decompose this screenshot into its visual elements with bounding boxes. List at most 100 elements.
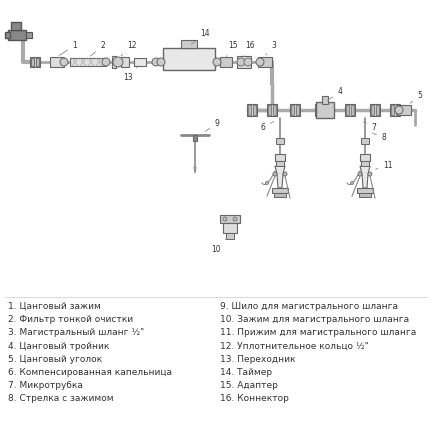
Circle shape <box>273 172 277 176</box>
Bar <box>30 57 40 67</box>
Bar <box>36 58 39 66</box>
Bar <box>258 57 272 67</box>
Bar <box>237 56 251 68</box>
Text: 16: 16 <box>244 41 255 56</box>
Bar <box>163 48 215 70</box>
Circle shape <box>157 58 165 66</box>
Text: 14: 14 <box>191 29 210 44</box>
Bar <box>276 138 284 144</box>
Text: 15: 15 <box>226 41 238 57</box>
Bar <box>357 188 373 193</box>
Text: 3. Магистральный шланг ½": 3. Магистральный шланг ½" <box>8 328 144 337</box>
Text: 12: 12 <box>121 41 137 56</box>
Circle shape <box>395 106 403 114</box>
Bar <box>5 32 10 38</box>
Text: 4: 4 <box>327 88 343 101</box>
Bar <box>391 105 394 115</box>
Bar <box>11 22 21 30</box>
Bar <box>291 105 294 115</box>
Bar <box>275 154 285 161</box>
Text: 10. Зажим для магистрального шланга: 10. Зажим для магистрального шланга <box>220 315 409 324</box>
Text: 15. Адаптер: 15. Адаптер <box>220 381 278 390</box>
Bar <box>296 105 299 115</box>
Text: 3: 3 <box>266 41 276 55</box>
Bar <box>316 105 319 115</box>
Bar <box>322 96 328 104</box>
Circle shape <box>266 181 269 184</box>
Bar <box>390 104 400 116</box>
Bar <box>268 105 271 115</box>
Bar <box>272 188 288 193</box>
Circle shape <box>60 58 68 66</box>
Bar <box>8 30 26 40</box>
Circle shape <box>368 172 372 176</box>
Text: 9. Шило для магистрального шланга: 9. Шило для магистрального шланга <box>220 302 398 311</box>
Bar <box>345 104 355 116</box>
Circle shape <box>102 58 110 66</box>
Circle shape <box>237 58 245 66</box>
Bar <box>371 105 374 115</box>
Text: 7. Микротрубка: 7. Микротрубка <box>8 381 83 390</box>
Text: 2: 2 <box>90 41 105 56</box>
Text: 9: 9 <box>205 118 219 131</box>
Bar <box>315 104 325 116</box>
Bar <box>351 105 354 115</box>
Circle shape <box>152 58 160 66</box>
Bar <box>276 161 284 166</box>
Bar <box>248 105 251 115</box>
Text: 13. Переходник: 13. Переходник <box>220 355 295 364</box>
Text: 8: 8 <box>372 133 386 143</box>
Text: 1: 1 <box>59 41 77 55</box>
Bar <box>290 104 300 116</box>
Circle shape <box>350 181 353 184</box>
Bar <box>223 223 237 233</box>
Text: 13: 13 <box>123 66 138 82</box>
Bar <box>26 32 32 38</box>
Text: 4. Цанговый тройник: 4. Цанговый тройник <box>8 342 109 351</box>
Bar <box>220 215 240 223</box>
Circle shape <box>256 58 264 66</box>
Bar <box>359 193 371 197</box>
Bar <box>121 57 129 67</box>
Text: 7: 7 <box>363 121 376 133</box>
Circle shape <box>233 217 237 221</box>
Bar <box>134 58 146 66</box>
Circle shape <box>113 57 123 67</box>
Bar <box>316 102 334 118</box>
Bar <box>376 105 379 115</box>
Text: 12. Уплотнительное кольцо ½": 12. Уплотнительное кольцо ½" <box>220 342 369 351</box>
Text: 10: 10 <box>211 239 226 254</box>
Bar <box>321 105 324 115</box>
Bar <box>361 161 369 166</box>
Text: 11. Прижим для магистрального шланга: 11. Прижим для магистрального шланга <box>220 328 416 337</box>
Polygon shape <box>275 166 285 188</box>
Bar <box>247 104 257 116</box>
Circle shape <box>283 172 287 176</box>
Circle shape <box>213 58 221 66</box>
Bar <box>370 104 380 116</box>
Bar <box>220 57 232 67</box>
Text: 6: 6 <box>260 121 273 133</box>
Polygon shape <box>360 166 370 188</box>
Circle shape <box>223 217 227 221</box>
Text: 16. Коннектор: 16. Коннектор <box>220 394 289 403</box>
Bar <box>181 40 197 48</box>
Bar <box>396 105 399 115</box>
Bar <box>267 104 277 116</box>
Bar <box>112 56 116 68</box>
Text: 14. Таймер: 14. Таймер <box>220 368 272 377</box>
Text: 6. Компенсированная капельница: 6. Компенсированная капельница <box>8 368 172 377</box>
Bar <box>50 57 64 67</box>
Text: 5: 5 <box>410 90 422 103</box>
Bar <box>397 105 411 115</box>
Bar <box>360 154 370 161</box>
Bar <box>253 105 256 115</box>
Text: 1. Цанговый зажим: 1. Цанговый зажим <box>8 302 101 311</box>
Bar <box>31 58 34 66</box>
Circle shape <box>358 172 362 176</box>
Text: 2. Фильтр тонкой очистки: 2. Фильтр тонкой очистки <box>8 315 133 324</box>
Bar <box>274 193 286 197</box>
Bar <box>193 135 197 141</box>
Text: 5. Цанговый уголок: 5. Цанговый уголок <box>8 355 102 364</box>
Text: 8. Стрелка с зажимом: 8. Стрелка с зажимом <box>8 394 114 403</box>
